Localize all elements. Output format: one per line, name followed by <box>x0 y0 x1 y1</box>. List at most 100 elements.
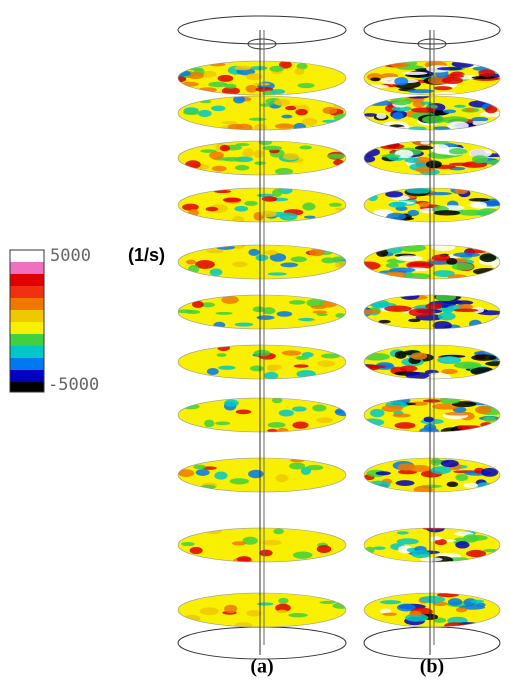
slice-blob <box>465 108 475 112</box>
colorbar-max: 5000 <box>50 246 91 266</box>
slice-blob <box>408 210 420 216</box>
slice-blob <box>236 143 250 146</box>
slice-blob <box>269 66 284 72</box>
slice-blob <box>250 66 268 70</box>
slice-blob <box>207 368 219 375</box>
slice-blob <box>257 315 275 320</box>
slice-blob <box>463 534 478 542</box>
slice <box>354 345 510 381</box>
slice-blob <box>317 313 328 316</box>
slice-blob <box>253 83 270 86</box>
slice-blob <box>360 148 380 157</box>
slice-blob <box>200 607 220 615</box>
slice-blob <box>256 254 269 260</box>
slice-blob <box>332 603 349 609</box>
slice <box>178 139 346 175</box>
colorbar-min: -5000 <box>48 375 99 395</box>
slice-blob <box>268 272 287 275</box>
slice-stack <box>354 16 510 659</box>
slice <box>178 528 346 565</box>
slice-blob <box>420 596 446 603</box>
slice-blob <box>317 360 335 366</box>
slice-blob <box>207 249 224 253</box>
slice-blob <box>382 154 401 158</box>
slice-blob <box>261 211 277 218</box>
slice-blob <box>433 210 460 215</box>
slice <box>360 397 504 436</box>
slice-blob <box>235 124 252 133</box>
slice-blob <box>232 262 247 268</box>
slice-blob <box>174 70 191 76</box>
slice-blob <box>302 203 315 211</box>
slice-blob <box>392 112 403 120</box>
slice-blob <box>186 260 196 265</box>
slice-blob <box>366 85 389 88</box>
slice-blob <box>176 309 193 313</box>
slice-blob <box>267 364 282 369</box>
colorbar-cell <box>10 262 44 274</box>
slice-blob <box>296 356 309 360</box>
slice <box>364 525 500 565</box>
slice-blob <box>289 463 305 470</box>
slice-blob <box>322 107 337 114</box>
slice-blob <box>236 410 252 415</box>
slice-blob <box>382 613 397 616</box>
slice-blob <box>455 474 468 481</box>
slice-blob <box>402 72 427 75</box>
slice-blob <box>382 405 403 412</box>
slice-blob <box>411 352 428 359</box>
slice-blob <box>210 268 223 275</box>
slice-blob <box>289 300 306 304</box>
slice-blob <box>282 350 301 355</box>
slice-blob <box>430 536 442 540</box>
slice-blob <box>209 152 224 160</box>
bottom-ring <box>364 627 500 659</box>
slice <box>354 244 503 280</box>
slice-blob <box>280 263 298 268</box>
slice-blob <box>396 255 423 261</box>
slice <box>364 458 500 494</box>
slice-blob <box>456 607 467 612</box>
slice-blob <box>254 150 264 158</box>
slice-blob <box>433 86 452 90</box>
slice-blob <box>224 399 239 406</box>
slice-blob <box>327 154 345 159</box>
slice-blob <box>291 256 307 262</box>
slice-blob <box>295 109 307 115</box>
slice-blob <box>234 66 251 71</box>
slice-blob <box>292 406 307 411</box>
slice-blob <box>364 113 377 117</box>
slice-blob <box>285 106 296 110</box>
slice-blob <box>365 100 392 106</box>
slice-blob <box>246 610 261 617</box>
slice-blob <box>415 146 433 150</box>
slice-blob <box>244 201 258 206</box>
slice-blob <box>394 77 408 85</box>
slice-blob <box>397 531 409 534</box>
colorbar-cell <box>10 322 44 334</box>
slice-blob <box>437 67 463 70</box>
slice-blob <box>218 75 234 82</box>
slice-blob <box>455 541 469 548</box>
slice <box>178 187 347 225</box>
panel-label: (a) <box>250 656 273 678</box>
slice-blob <box>248 470 264 478</box>
slice-blob <box>277 610 288 614</box>
slice-blob <box>376 113 386 119</box>
slice-blob <box>469 198 490 202</box>
slice-blob <box>220 145 230 151</box>
slice-blob <box>362 353 390 361</box>
colorbar-cell <box>10 250 44 262</box>
slice <box>178 96 351 133</box>
slice-blob <box>276 474 288 482</box>
slice-blob <box>361 156 375 163</box>
slice-blob <box>254 350 271 357</box>
slice-blob <box>257 602 274 605</box>
slice-blob <box>441 369 457 374</box>
slice-blob <box>235 323 254 327</box>
slice-blob <box>334 410 350 413</box>
slice-blob <box>218 366 235 370</box>
slice-blob <box>288 613 308 617</box>
slice-blob <box>234 206 248 212</box>
slice-blob <box>333 159 344 165</box>
